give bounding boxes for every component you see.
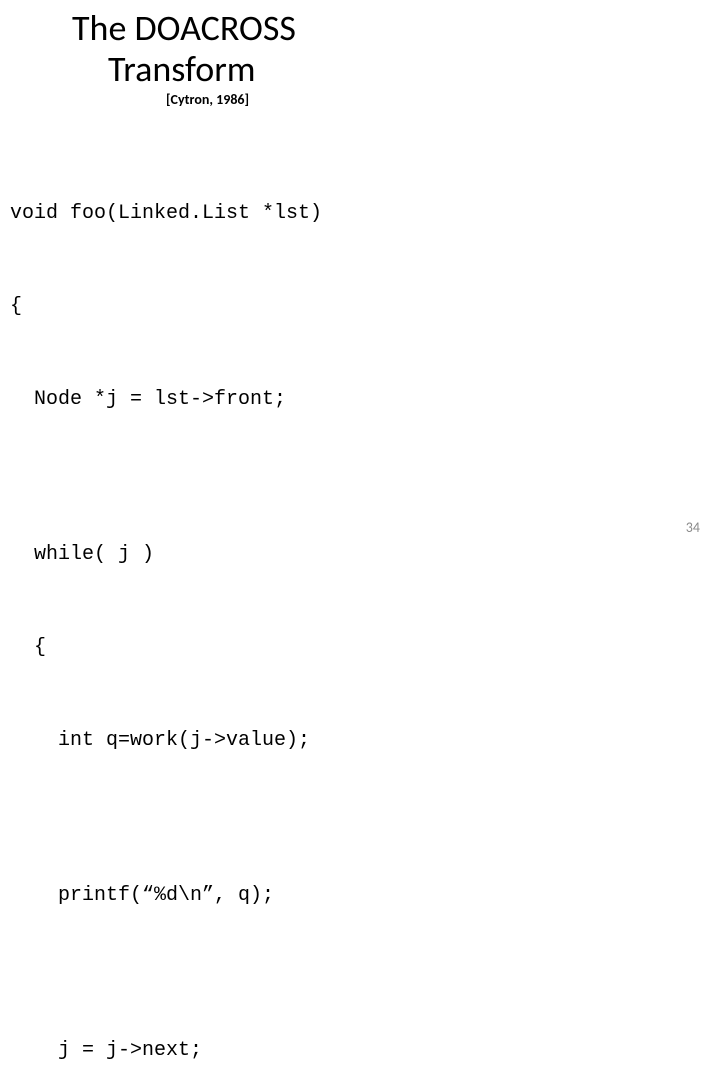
title-line-1: The DOACROSS (72, 8, 720, 49)
page-number: 34 (686, 519, 700, 536)
code-line: while( j ) (10, 539, 720, 570)
code-block: void foo(Linked.List *lst) { Node *j = l… (10, 136, 720, 1080)
code-line: { (10, 632, 720, 663)
title-line-2: Transform (108, 49, 720, 90)
code-line: { (10, 291, 720, 322)
code-line: void foo(Linked.List *lst) (10, 198, 720, 229)
code-line: printf(“%d\n”, q); (10, 880, 720, 911)
title-block: The DOACROSS Transform [Cytron, 1986] (72, 8, 720, 108)
code-line: Node *j = lst->front; (10, 384, 720, 415)
citation: [Cytron, 1986] (166, 91, 720, 108)
code-line: int q=work(j->value); (10, 725, 720, 756)
code-line: j = j->next; (10, 1035, 720, 1066)
